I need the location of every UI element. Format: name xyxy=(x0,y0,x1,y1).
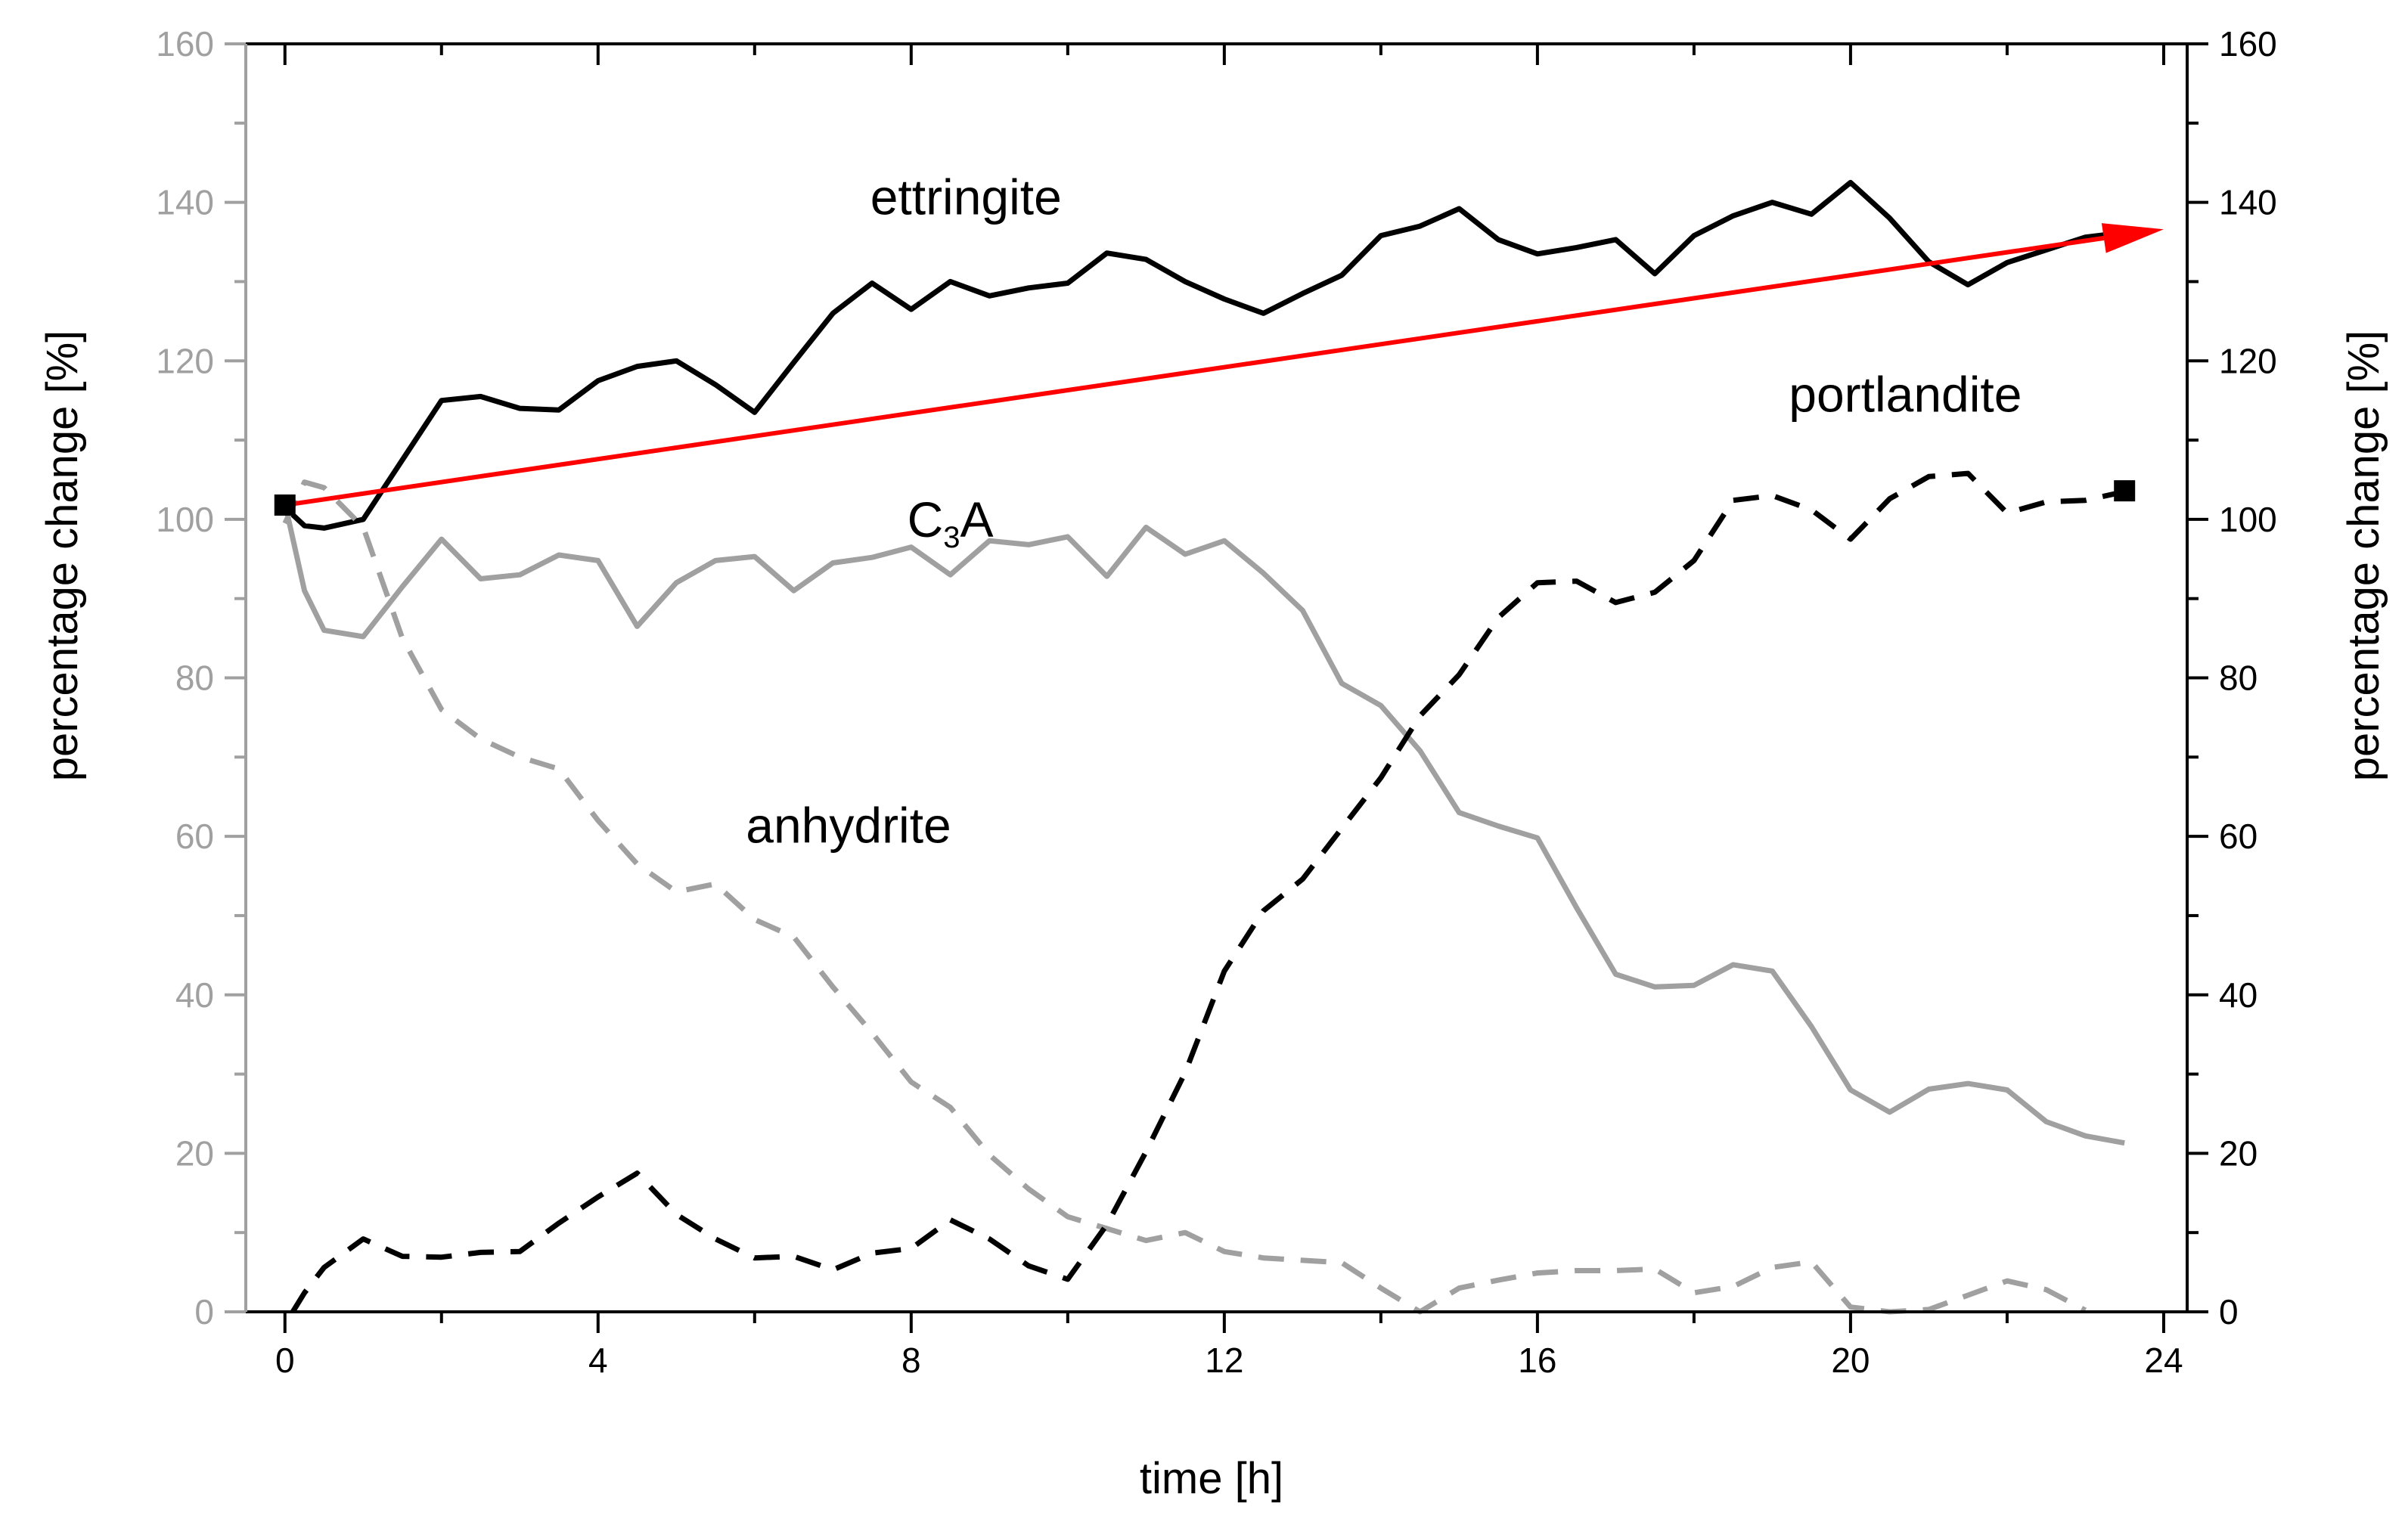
trend-arrow-line xyxy=(284,235,2105,507)
marks-layer: ettringite C3A anhydrite portlandite xyxy=(274,169,2164,854)
y-axis-title-right: percentage change [%] xyxy=(2339,330,2388,782)
y-tick-label-left: 140 xyxy=(156,183,214,222)
series-line-ettringite xyxy=(283,179,2125,531)
series-line-portlandite xyxy=(290,470,2125,1313)
x-tick-label: 16 xyxy=(1518,1341,1556,1380)
y-tick-label-left: 60 xyxy=(175,817,214,856)
series-label-ettringite: ettringite xyxy=(870,169,1062,225)
y-tick-label-right: 100 xyxy=(2219,500,2277,539)
y-tick-label-right: 140 xyxy=(2219,183,2277,222)
x-tick-label: 20 xyxy=(1831,1341,1870,1380)
plot-layer xyxy=(282,179,2125,1315)
x-tick-label: 4 xyxy=(588,1341,608,1380)
x-tick-label: 0 xyxy=(275,1341,295,1380)
y-tick-label-left: 40 xyxy=(175,975,214,1015)
x-tick-label: 24 xyxy=(2144,1341,2183,1380)
y-tick-label-left: 80 xyxy=(175,659,214,698)
x-axis-title: time [h] xyxy=(1140,1454,1283,1503)
trend-arrow-head xyxy=(2101,223,2164,253)
square-marker-portlandite xyxy=(2114,480,2136,502)
y-tick-label-left: 0 xyxy=(194,1292,214,1331)
y-tick-label-left: 20 xyxy=(175,1133,214,1173)
y-tick-label-right: 0 xyxy=(2219,1292,2239,1331)
series-line-anhydrite xyxy=(282,479,2087,1315)
y-tick-label-left: 160 xyxy=(156,24,214,64)
x-tick-label: 8 xyxy=(901,1341,921,1380)
series-label-anhydrite: anhydrite xyxy=(746,798,951,854)
y-tick-label-left: 100 xyxy=(156,500,214,539)
y-tick-label-right: 120 xyxy=(2219,341,2277,380)
series-label-portlandite: portlandite xyxy=(1789,366,2022,422)
series-label-c3a: C3A xyxy=(908,491,994,554)
axes-layer: 0 4 8 12 16 20 24 0 0 20 20 40 40 60 60 80 80 100 100 120 12… xyxy=(156,24,2277,1380)
y-tick-label-right: 40 xyxy=(2219,975,2258,1015)
y-tick-label-left: 120 xyxy=(156,341,214,380)
square-marker-ettringite xyxy=(274,494,296,516)
y-tick-label-right: 60 xyxy=(2219,817,2258,856)
y-axis-title-left: percentage change [%] xyxy=(38,330,87,782)
y-tick-label-right: 160 xyxy=(2219,24,2277,64)
y-tick-label-right: 80 xyxy=(2219,659,2258,698)
series-line-c3a xyxy=(282,503,2125,1146)
y-tick-label-right: 20 xyxy=(2219,1133,2258,1173)
x-tick-label: 12 xyxy=(1205,1341,1243,1380)
